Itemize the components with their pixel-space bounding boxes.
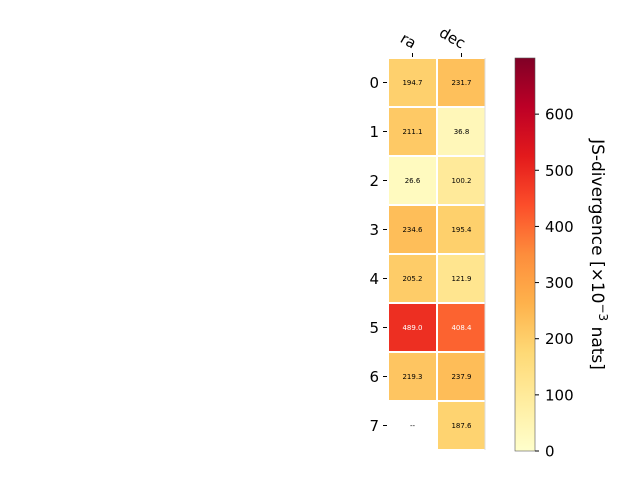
heatmap-cells: 194.7 231.7 211.1 36.8 26.6 100.2 234.6 195.4 20…: [389, 58, 486, 450]
cell-value-label: 187.6: [451, 422, 472, 430]
colorbar-tick-label: 200: [545, 330, 574, 348]
cell-value-label: 36.8: [454, 128, 470, 136]
cell-value-label: 234.6: [402, 226, 423, 234]
row-label: 6: [369, 368, 379, 386]
cell-value-label: 26.6: [405, 177, 421, 185]
heatmap-cell: [438, 255, 485, 302]
row-labels: 0 1 2 3 4 5 6 7: [369, 74, 387, 435]
heatmap-cell: [438, 157, 485, 204]
heatmap-cell: [438, 353, 485, 400]
cell-value-label: 219.3: [402, 373, 422, 381]
cell-missing-label: --: [410, 422, 416, 430]
colorbar-tick-label: 0: [545, 443, 555, 461]
heatmap-cell: [389, 353, 436, 400]
row-label: 0: [369, 74, 379, 92]
heatmap-cell: [389, 206, 436, 253]
column-label: dec: [436, 23, 468, 52]
row-label: 5: [369, 319, 379, 337]
colorbar-tick-label: 100: [545, 386, 574, 404]
colorbar-tick-label: 600: [545, 106, 574, 124]
cell-value-label: 231.7: [451, 79, 471, 87]
cell-value-label: 408.4: [451, 324, 472, 332]
colorbar-tick-label: 500: [545, 162, 574, 180]
column-labels: ra dec: [397, 23, 469, 57]
colorbar-label: JS-divergence [×10−3 nats]: [587, 138, 610, 370]
heatmap-cell: [389, 304, 436, 351]
heatmap-cell: [389, 59, 436, 106]
colorbar-tick-label: 300: [545, 274, 574, 292]
colorbar-gradient: [514, 57, 536, 452]
row-label: 7: [369, 417, 379, 435]
row-label: 1: [369, 123, 379, 141]
cell-value-label: 237.9: [451, 373, 471, 381]
cell-value-label: 121.9: [451, 275, 471, 283]
heatmap-cell: [438, 206, 485, 253]
cell-value-label: 205.2: [402, 275, 422, 283]
cell-value-label: 100.2: [451, 177, 471, 185]
heatmap-cell: [389, 255, 436, 302]
heatmap-cell: [389, 108, 436, 155]
cell-value-label: 211.1: [402, 128, 422, 136]
colorbar: 0 100 200 300 400 500 600: [514, 57, 574, 461]
row-label: 4: [369, 270, 379, 288]
heatmap-cell: [438, 304, 485, 351]
cell-value-label: 195.4: [451, 226, 472, 234]
heatmap-cell: [389, 157, 436, 204]
heatmap-cell: [438, 59, 485, 106]
column-label: ra: [397, 29, 419, 52]
row-label: 2: [369, 172, 379, 190]
heatmap-cell: [438, 402, 485, 449]
colorbar-tick-label: 400: [545, 218, 574, 236]
heatmap-cell: [438, 108, 485, 155]
row-label: 3: [369, 221, 379, 239]
cell-value-label: 194.7: [402, 79, 422, 87]
cell-value-label: 489.0: [402, 324, 422, 332]
